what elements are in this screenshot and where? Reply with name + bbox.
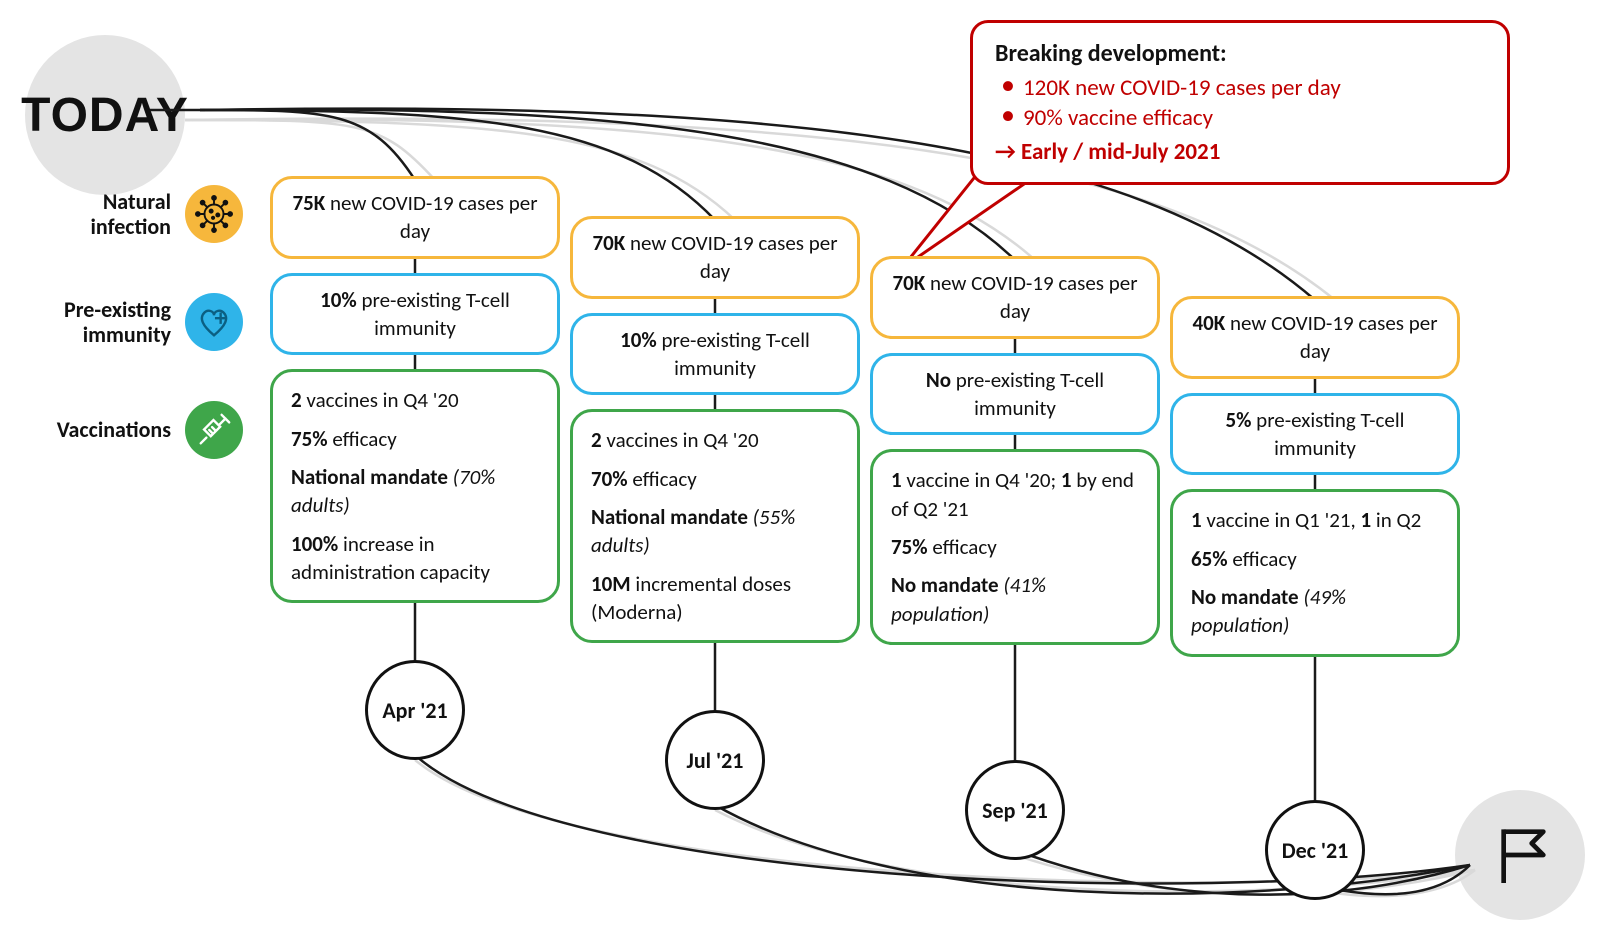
flag-icon <box>1485 820 1555 890</box>
syringe-icon <box>185 401 243 459</box>
legend-row-vacc: Vaccinations <box>28 401 243 459</box>
legend-row-immunity: Pre-existing immunity <box>28 293 243 351</box>
vaccination-box: 2 vaccines in Q4 '2075% efficacyNational… <box>270 369 560 603</box>
heart-plus-icon <box>185 293 243 351</box>
legend-label: Natural infection <box>28 189 171 240</box>
immunity-box: 10% pre-existing T-cell immunity <box>570 313 860 396</box>
natural-infection-box: 75K new COVID-19 cases per day <box>270 176 560 259</box>
natural-infection-box: 70K new COVID-19 cases per day <box>570 216 860 299</box>
vaccination-box: 1 vaccine in Q1 '21, 1 in Q265% efficacy… <box>1170 489 1460 656</box>
vaccination-box: 1 vaccine in Q4 '20; 1 by end of Q2 '217… <box>870 449 1160 645</box>
scenario-jul21: 70K new COVID-19 cases per day 10% pre-ex… <box>570 216 860 657</box>
breaking-bullet: 120K new COVID-19 cases per day <box>1001 74 1485 102</box>
legend: Natural infection <box>28 185 243 499</box>
breaking-bullets: 120K new COVID-19 cases per day 90% vacc… <box>995 74 1485 132</box>
end-flag-node <box>1455 790 1585 920</box>
scenario-sep21: 70K new COVID-19 cases per day No pre-exi… <box>870 256 1160 659</box>
virus-icon <box>185 185 243 243</box>
vaccination-box: 2 vaccines in Q4 '2070% efficacyNational… <box>570 409 860 643</box>
scenario-dec21: 40K new COVID-19 cases per day 5% pre-exi… <box>1170 296 1460 671</box>
diagram-stage: TODAY Natural infection <box>0 0 1600 938</box>
breaking-arrow: Early / mid-July 2021 <box>995 138 1485 166</box>
immunity-box: 5% pre-existing T-cell immunity <box>1170 393 1460 476</box>
breaking-title: Breaking development: <box>995 39 1485 68</box>
date-node-dec21: Dec '21 <box>1265 800 1365 900</box>
legend-label: Vaccinations <box>28 417 171 442</box>
today-node: TODAY <box>25 35 185 195</box>
today-label: TODAY <box>21 88 189 143</box>
date-node-sep21: Sep '21 <box>965 760 1065 860</box>
natural-infection-box: 40K new COVID-19 cases per day <box>1170 296 1460 379</box>
date-node-jul21: Jul '21 <box>665 710 765 810</box>
date-node-apr21: Apr '21 <box>365 660 465 760</box>
breaking-bullet: 90% vaccine efficacy <box>1001 104 1485 132</box>
legend-row-natural: Natural infection <box>28 185 243 243</box>
immunity-box: No pre-existing T-cell immunity <box>870 353 1160 436</box>
legend-label: Pre-existing immunity <box>28 297 171 348</box>
natural-infection-box: 70K new COVID-19 cases per day <box>870 256 1160 339</box>
immunity-box: 10% pre-existing T-cell immunity <box>270 273 560 356</box>
scenario-apr21: 75K new COVID-19 cases per day 10% pre-ex… <box>270 176 560 617</box>
breaking-development-box: Breaking development: 120K new COVID-19 … <box>970 20 1510 185</box>
